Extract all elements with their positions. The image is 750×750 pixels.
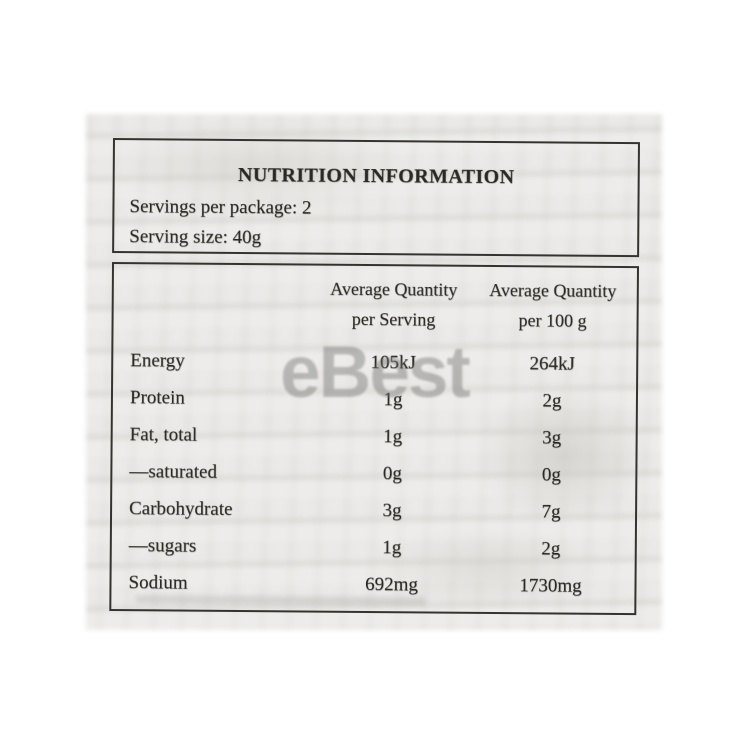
nutrient-row: —saturated 0g 0g: [112, 453, 635, 494]
package-photo-background: [86, 114, 662, 630]
col-header-nutrient-spacer: [114, 302, 319, 304]
table-column-headers: Average Quantity per Serving Average Qua…: [113, 272, 636, 336]
nutrient-row: —sugars 1g 2g: [112, 527, 635, 568]
col-header-line: Average Quantity: [330, 278, 458, 300]
value-per-serving: 105kJ: [370, 351, 417, 373]
col-header-line: per 100 g: [518, 310, 587, 331]
value-per-serving: 692mg: [365, 573, 418, 595]
nutrition-label: NUTRITION INFORMATION Servings per packa…: [109, 138, 640, 616]
value-per-100g: 2g: [542, 389, 562, 412]
value-per-serving: 1g: [383, 425, 403, 447]
servings-per-package: Servings per package: 2: [129, 196, 312, 219]
label-header-box: NUTRITION INFORMATION Servings per packa…: [112, 138, 640, 258]
value-per-serving: 1g: [382, 536, 402, 558]
col-header-per-serving: Average Quantity per Serving: [318, 274, 468, 335]
nutrient-name: Protein: [129, 386, 185, 409]
value-per-serving: 1g: [383, 388, 403, 410]
col-header-line: Average Quantity: [489, 279, 617, 301]
col-header-per-100g: Average Quantity per 100 g: [468, 275, 636, 336]
nutrition-rows: Energy 105kJ 264kJ Protein 1g 2g Fat, total 1g 3…: [111, 342, 636, 605]
nutrient-row: Protein 1g 2g: [113, 379, 636, 420]
value-per-100g: 3g: [542, 426, 562, 449]
nutrient-name: Fat, total: [129, 423, 198, 446]
value-per-100g: 0g: [541, 463, 561, 486]
nutrient-name: —saturated: [129, 460, 218, 483]
label-title: NUTRITION INFORMATION: [237, 163, 515, 189]
nutrient-name: Sodium: [128, 571, 188, 594]
nutrient-row: Fat, total 1g 3g: [113, 416, 636, 457]
print-smudge: [135, 595, 426, 606]
value-per-100g: 7g: [541, 500, 561, 523]
value-per-serving: 3g: [382, 499, 402, 521]
nutrient-row: Carbohydrate 3g 7g: [112, 490, 635, 531]
col-header-line: per Serving: [351, 308, 436, 330]
value-per-100g: 2g: [541, 537, 561, 560]
value-per-100g: 264kJ: [529, 352, 576, 375]
value-per-100g: 1730mg: [519, 574, 582, 597]
nutrient-name: Carbohydrate: [129, 497, 233, 520]
serving-size: Serving size: 40g: [129, 226, 262, 249]
value-per-serving: 0g: [382, 462, 402, 484]
nutrient-row: Energy 105kJ 264kJ: [113, 342, 636, 383]
nutrient-name: —sugars: [128, 534, 197, 557]
nutrition-table-box: Average Quantity per Serving Average Qua…: [109, 261, 640, 616]
nutrient-name: Energy: [130, 349, 185, 372]
